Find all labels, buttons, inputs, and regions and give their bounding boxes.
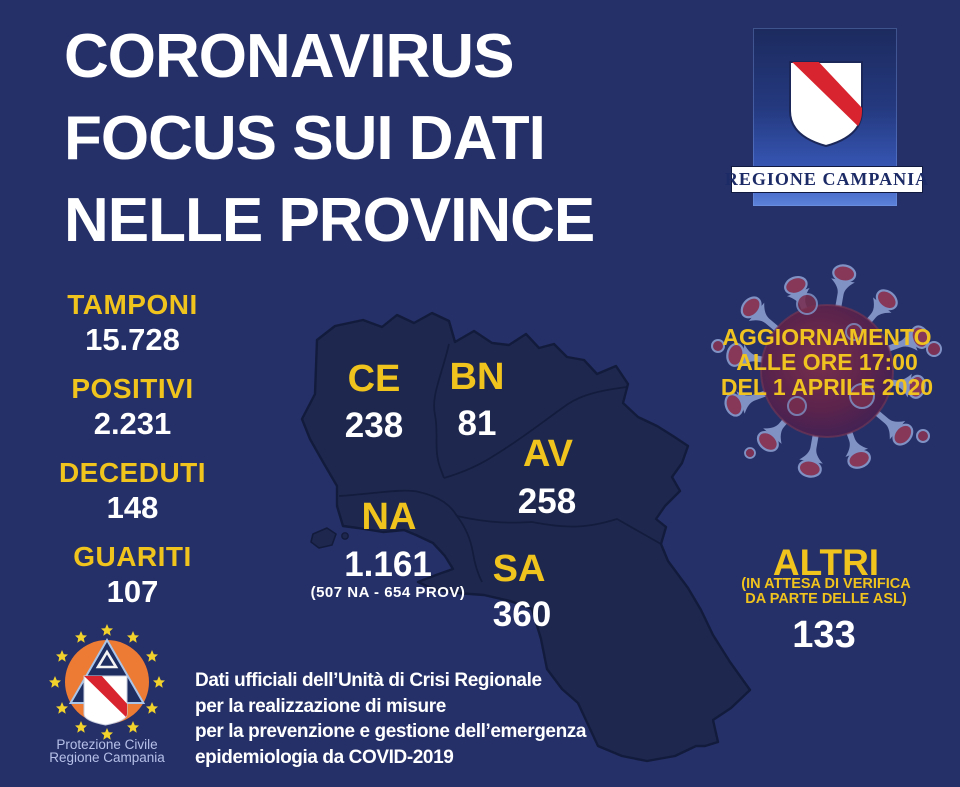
province-ce-code: CE bbox=[347, 358, 401, 400]
altri-note-line-2: DA PARTE DELLE ASL) bbox=[745, 590, 907, 607]
virus-icon bbox=[711, 264, 942, 478]
title-line-3: NELLE PROVINCE bbox=[64, 186, 595, 255]
province-na-detail: (507 NA - 654 PROV) bbox=[310, 584, 466, 601]
border-ce-bn bbox=[433, 343, 450, 479]
stat-guariti-value: 107 bbox=[106, 574, 159, 609]
update-note: AGGIORNAMENTO ALLE ORE 17:00 DEL 1 APRIL… bbox=[702, 325, 952, 400]
disclaimer-line-1: Dati ufficiali dell’Unità di Crisi Regio… bbox=[195, 670, 542, 691]
province-bn-value: 81 bbox=[457, 404, 497, 443]
altri-note-line-1: (IN ATTESA DI VERIFICA bbox=[741, 576, 911, 592]
update-note-line-2: ALLE ORE 17:00 bbox=[736, 349, 918, 375]
stat-tamponi: TAMPONI 15.728 bbox=[30, 288, 235, 358]
update-note-line-1: AGGIORNAMENTO bbox=[722, 324, 932, 350]
island-procida bbox=[341, 532, 349, 540]
stat-deceduti: DECEDUTI 148 bbox=[30, 456, 235, 526]
stat-positivi: POSITIVI 2.231 bbox=[30, 372, 235, 442]
stat-positivi-label: POSITIVI bbox=[71, 373, 194, 404]
title-line-1: CORONAVIRUS bbox=[64, 22, 514, 91]
page-title: CORONAVIRUS FOCUS SUI DATI NELLE PROVINC… bbox=[64, 16, 595, 262]
disclaimer-line-3: per la prevenzione e gestione dell’emerg… bbox=[195, 721, 587, 742]
campania-small-shield-icon bbox=[83, 675, 128, 726]
pc-caption-line-1: Protezione Civile bbox=[56, 737, 158, 752]
altri-label: ALTRI bbox=[772, 542, 880, 583]
province-na-code: NA bbox=[361, 496, 417, 538]
stat-deceduti-label: DECEDUTI bbox=[58, 457, 207, 488]
province-sa-code: SA bbox=[492, 548, 546, 590]
province-sa-value: 360 bbox=[492, 595, 552, 634]
regione-campania-banner: REGIONE CAMPANIA bbox=[725, 166, 928, 193]
protezione-civile-caption: Protezione Civile Regione Campania bbox=[49, 737, 165, 765]
pc-caption-line-2: Regione Campania bbox=[49, 749, 165, 765]
campania-map bbox=[300, 311, 752, 763]
island-ischia bbox=[310, 527, 337, 549]
altri-value: 133 bbox=[792, 614, 856, 656]
stat-deceduti-value: 148 bbox=[106, 490, 159, 525]
title-line-2: FOCUS SUI DATI bbox=[64, 104, 546, 173]
protezione-civile-logo bbox=[49, 624, 165, 740]
campania-region-outline bbox=[300, 311, 752, 763]
altri-note: (IN ATTESA DI VERIFICA DA PARTE DELLE AS… bbox=[741, 577, 910, 606]
stat-tamponi-label: TAMPONI bbox=[67, 289, 198, 320]
stat-positivi-value: 2.231 bbox=[93, 406, 172, 441]
stat-guariti-label: GUARITI bbox=[73, 541, 192, 572]
regione-campania-banner-label: REGIONE CAMPANIA bbox=[724, 169, 930, 189]
disclaimer-text: Dati ufficiali dell’Unità di Crisi Regio… bbox=[195, 668, 586, 770]
border-bn-av bbox=[443, 386, 628, 479]
border-na bbox=[338, 489, 483, 583]
province-bn-code: BN bbox=[449, 356, 505, 398]
stat-tamponi-value: 15.728 bbox=[85, 322, 180, 357]
update-note-line-3: DEL 1 APRILE 2020 bbox=[720, 374, 934, 400]
protezione-civile-symbol bbox=[95, 649, 119, 669]
province-av-code: AV bbox=[523, 433, 573, 475]
border-av-sa bbox=[456, 515, 662, 545]
stat-guariti: GUARITI 107 bbox=[30, 540, 235, 610]
province-ce-value: 238 bbox=[344, 406, 404, 445]
summary-stats: TAMPONI 15.728 POSITIVI 2.231 DECEDUTI 1… bbox=[30, 288, 235, 624]
disclaimer-line-2: per la realizzazione di misure bbox=[195, 695, 446, 717]
province-na-value: 1.161 bbox=[344, 545, 432, 584]
province-av-value: 258 bbox=[517, 482, 577, 521]
disclaimer-line-4: epidemiologia da COVID-2019 bbox=[195, 746, 454, 768]
campania-shield-icon bbox=[789, 61, 863, 148]
